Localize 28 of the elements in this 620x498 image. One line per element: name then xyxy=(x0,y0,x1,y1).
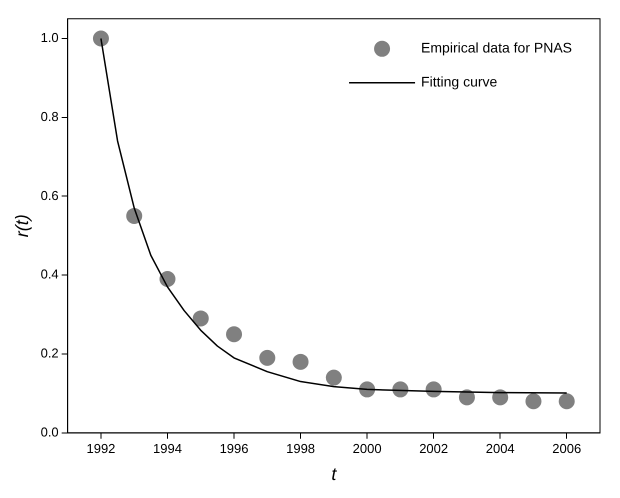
y-tick-label: 0.4 xyxy=(40,266,59,282)
y-tick-label: 1.0 xyxy=(40,30,59,46)
x-tick-label: 1998 xyxy=(286,441,316,456)
x-axis-title: t xyxy=(331,464,338,484)
y-tick-label: 0.6 xyxy=(40,188,59,203)
y-axis-title: r(t) xyxy=(12,214,32,238)
y-tick-label: 0.0 xyxy=(40,424,59,440)
y-tick-label: 0.2 xyxy=(40,346,59,361)
legend-label: Fitting curve xyxy=(421,74,498,90)
point xyxy=(92,30,109,47)
legend-label: Empirical data for PNAS xyxy=(421,40,572,56)
point xyxy=(558,393,575,410)
x-tick-label: 2002 xyxy=(419,441,448,456)
point xyxy=(192,310,209,326)
x-tick-label: 1996 xyxy=(220,441,248,456)
y-tick-label: 0.8 xyxy=(40,108,59,124)
x-tick-label: 2000 xyxy=(352,441,382,456)
x-tick-label: 1994 xyxy=(153,441,182,456)
x-tick-label: 2006 xyxy=(552,441,582,456)
x-tick-label: 1992 xyxy=(86,441,116,456)
point xyxy=(492,389,508,406)
point xyxy=(292,354,309,370)
point xyxy=(226,326,242,342)
x-tick-label: 2004 xyxy=(486,441,515,456)
point xyxy=(326,370,342,386)
point xyxy=(458,389,475,406)
point xyxy=(525,393,542,410)
point xyxy=(259,350,276,366)
